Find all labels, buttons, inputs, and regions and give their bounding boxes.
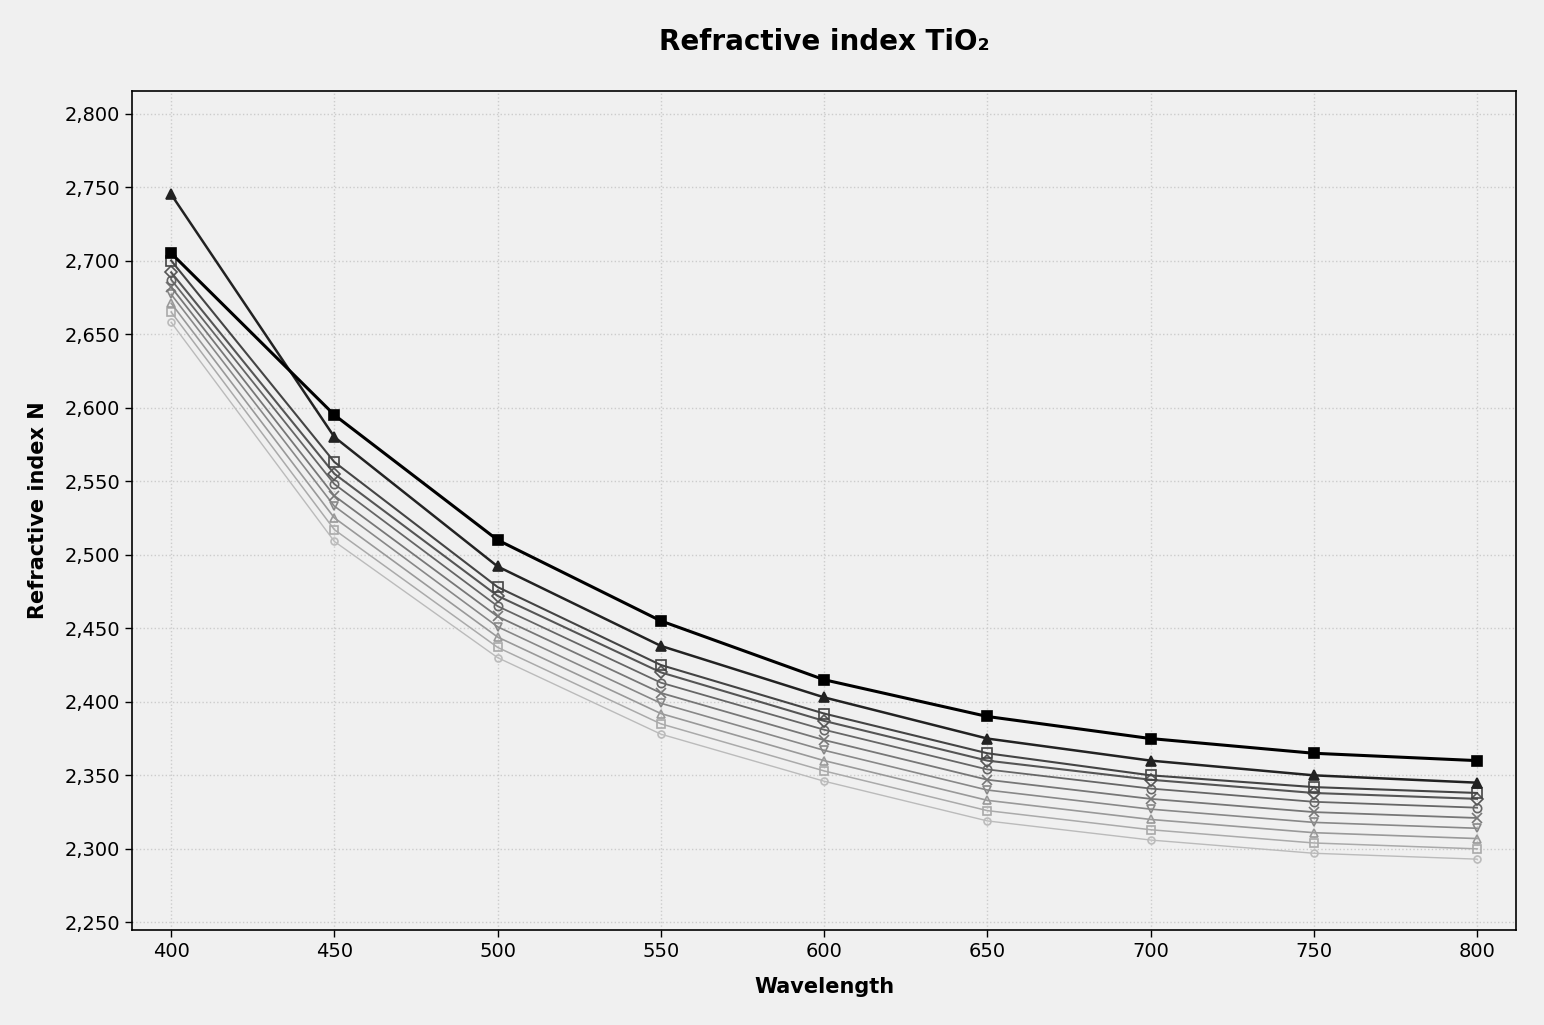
Y-axis label: Refractive index N: Refractive index N [28, 402, 48, 619]
Title: Refractive index TiO₂: Refractive index TiO₂ [659, 28, 990, 55]
X-axis label: Wavelength: Wavelength [753, 977, 894, 997]
